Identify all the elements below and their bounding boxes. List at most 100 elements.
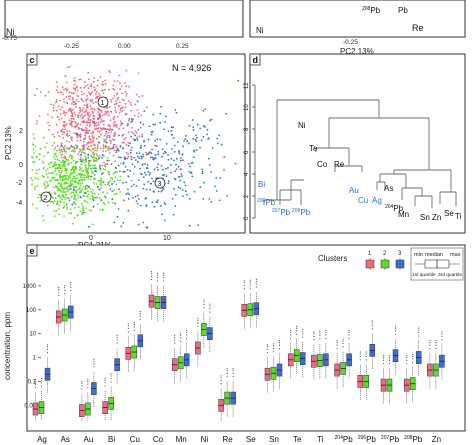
scatter-point [115,192,118,195]
scatter-point [87,153,90,156]
scatter-point [137,194,139,197]
leaf-207pb: 207Pb [272,208,291,217]
scatter-point [42,219,45,222]
scatter-point [127,209,130,212]
scatter-point [121,106,124,109]
scatter-point [174,109,177,111]
scatter-point [114,131,117,134]
box-mn-cluster-2 [177,332,184,382]
scatter-point [159,138,162,141]
scatter-point [56,145,59,147]
scatter-point [84,155,87,158]
scatter-point [31,203,34,206]
scatter-point [38,194,41,196]
scatter-point [130,155,133,158]
scatter-point [43,184,46,187]
scatter-point [181,153,184,156]
scatter-point [95,137,98,140]
scatter-point [173,177,176,180]
scatter-point [178,152,181,155]
scatter-point [115,146,118,149]
scatter-point [61,187,63,190]
scatter-point [87,178,90,180]
scatter-point [69,173,72,176]
scatter-point [192,137,195,140]
scatter-point [141,135,144,138]
scatter-point [206,129,209,131]
dendrogram-axis: 0 2 4 6 8 10 12 [244,82,256,220]
scatter-point [172,126,175,129]
scatter-point [74,122,77,125]
scatter-point [69,177,72,180]
scatter-point [64,198,67,201]
scatter-point [105,138,108,141]
scatter-point [155,177,158,180]
scatter-point [104,83,107,85]
scatter-point [119,162,122,165]
scatter-point [131,131,134,134]
scatter-point [118,127,120,130]
scatter-point [148,174,151,176]
box-x-label: Co [153,435,164,444]
scatter-point [75,168,78,171]
scatter-point [138,96,141,98]
scatter-point [107,181,110,184]
scatter-point [137,72,140,75]
scatter-point [108,173,111,176]
scatter-point [85,108,88,111]
scatter-point [92,102,95,104]
scatter-point [107,132,110,134]
scatter-point [114,124,117,127]
scatter-point [59,146,62,148]
scatter-point [87,145,90,148]
scatter-point [83,148,86,151]
scatter-point [109,180,111,182]
scatter-point [113,193,116,196]
scatter-point [127,100,130,102]
scatter-point [109,71,111,74]
scatter-point [31,169,34,171]
scatter-point [70,109,73,112]
scatter-point [150,133,153,136]
scatter-point [218,134,221,137]
legend-id-1: 1 [368,251,372,257]
scatter-point [34,177,37,180]
scatter-point [52,197,54,199]
scatter-point [117,208,120,210]
scatter-point [132,197,135,199]
scatter-point [70,136,72,139]
scatter-point [164,219,166,222]
scatter-point [60,154,62,157]
scatter-point [32,133,35,136]
box-sn-cluster-2 [270,343,277,392]
scatter-point [85,100,88,102]
scatter-point [181,175,183,177]
scatter-point [94,149,97,152]
scatter-point [154,139,157,142]
box-ni-cluster-3 [207,303,213,353]
scatter-point [56,203,59,206]
scatter-point [33,94,36,97]
scatter-point [83,146,85,149]
scatter-point [188,224,191,227]
scatter-point [79,182,81,185]
scatter-point [49,166,51,169]
scatter-point [176,141,179,143]
scatter-point [79,195,82,198]
scatter-point [80,190,82,192]
scatter-point [199,146,202,149]
scatter-point [76,146,79,148]
top-right-x-label: PC2 13% [340,47,374,56]
scatter-point [79,115,82,117]
scatter-point [53,104,55,106]
scatter-point [87,193,90,196]
scatter-point [70,102,73,105]
scatter-point [100,187,102,189]
scatter-point [118,74,121,77]
scatter-point [170,158,173,160]
scatter-point [86,124,88,126]
scatter-point [80,151,83,153]
scatter-point [188,124,191,127]
scatter-point [200,139,203,142]
scatter-point [55,179,58,181]
